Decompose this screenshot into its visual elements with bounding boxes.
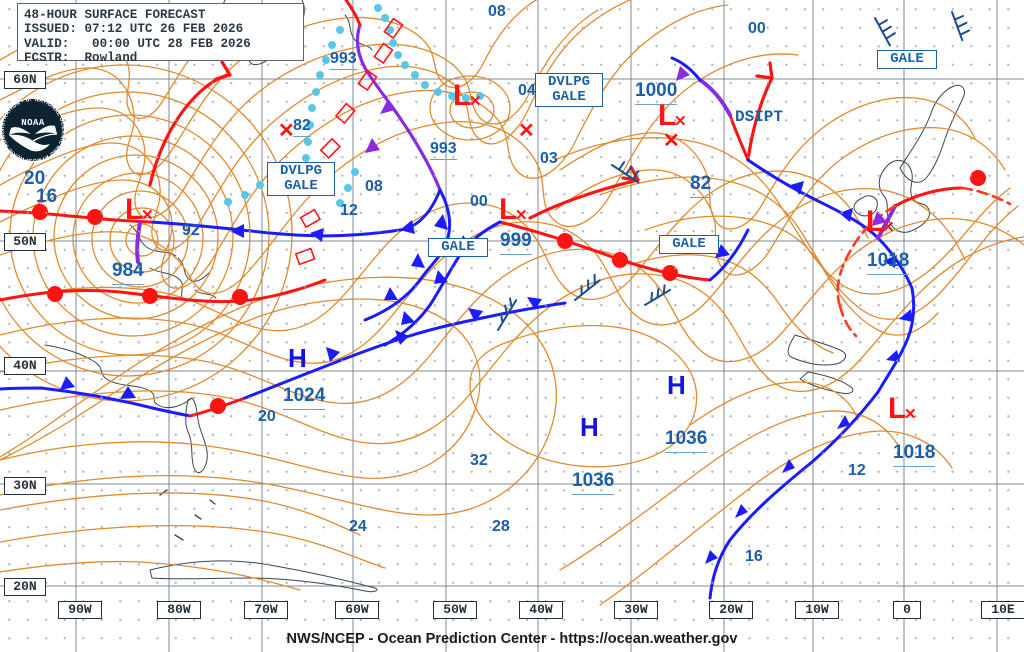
svg-text:NOAA: NOAA (21, 118, 45, 128)
